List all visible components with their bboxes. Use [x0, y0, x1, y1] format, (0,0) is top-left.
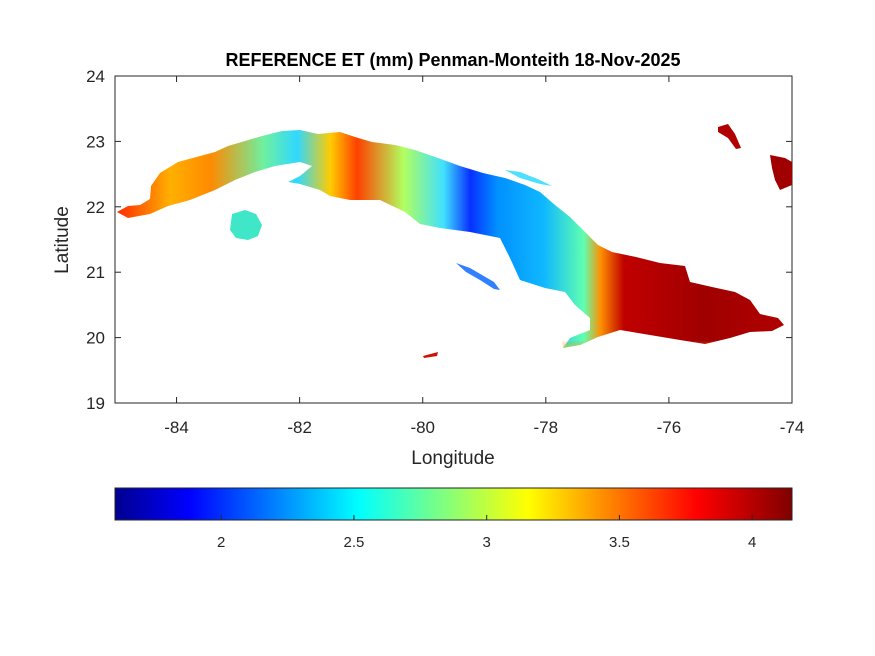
chart-title: REFERENCE ET (mm) Penman-Monteith 18-Nov…: [225, 50, 680, 70]
x-tick-label: -76: [657, 418, 682, 437]
colorbar: [114, 487, 793, 521]
y-tick-label: 20: [86, 329, 105, 348]
y-tick-label: 19: [86, 394, 105, 413]
cays-north: [505, 170, 552, 186]
colorbar-tick-label: 3.5: [609, 534, 630, 551]
y-tick-label: 22: [86, 198, 105, 217]
hispaniola-tip: [770, 155, 792, 190]
x-tick-label: -82: [287, 418, 312, 437]
x-tick-label: -78: [534, 418, 559, 437]
y-axis-label: Latitude: [52, 206, 73, 274]
x-axis-label: Longitude: [411, 448, 494, 469]
y-axis: 19 20 21 22 23 24: [86, 67, 792, 413]
cay-south: [423, 352, 438, 358]
x-tick-label: -74: [780, 418, 805, 437]
colorbar-ticks: 2 2.5 3 3.5 4: [217, 515, 756, 551]
x-tick-label: -80: [410, 418, 435, 437]
map-landmass: [117, 124, 792, 358]
cays-south-central: [456, 263, 500, 290]
main-island: [117, 130, 784, 348]
y-tick-label: 23: [86, 132, 105, 151]
cay-north-east: [718, 124, 741, 149]
colorbar-tick-label: 3: [483, 534, 491, 551]
south-coast-shade: [560, 322, 784, 348]
isla-de-la-juventud: [230, 210, 262, 240]
y-tick-label: 24: [86, 67, 105, 86]
y-tick-label: 21: [86, 263, 105, 282]
x-axis: -84 -82 -80 -78 -76 -74: [164, 76, 804, 437]
colorbar-tick-label: 4: [748, 534, 756, 551]
colorbar-tick-label: 2: [217, 534, 225, 551]
x-tick-label: -84: [164, 418, 189, 437]
plot-area: [114, 75, 793, 404]
colorbar-tick-label: 2.5: [344, 534, 365, 551]
